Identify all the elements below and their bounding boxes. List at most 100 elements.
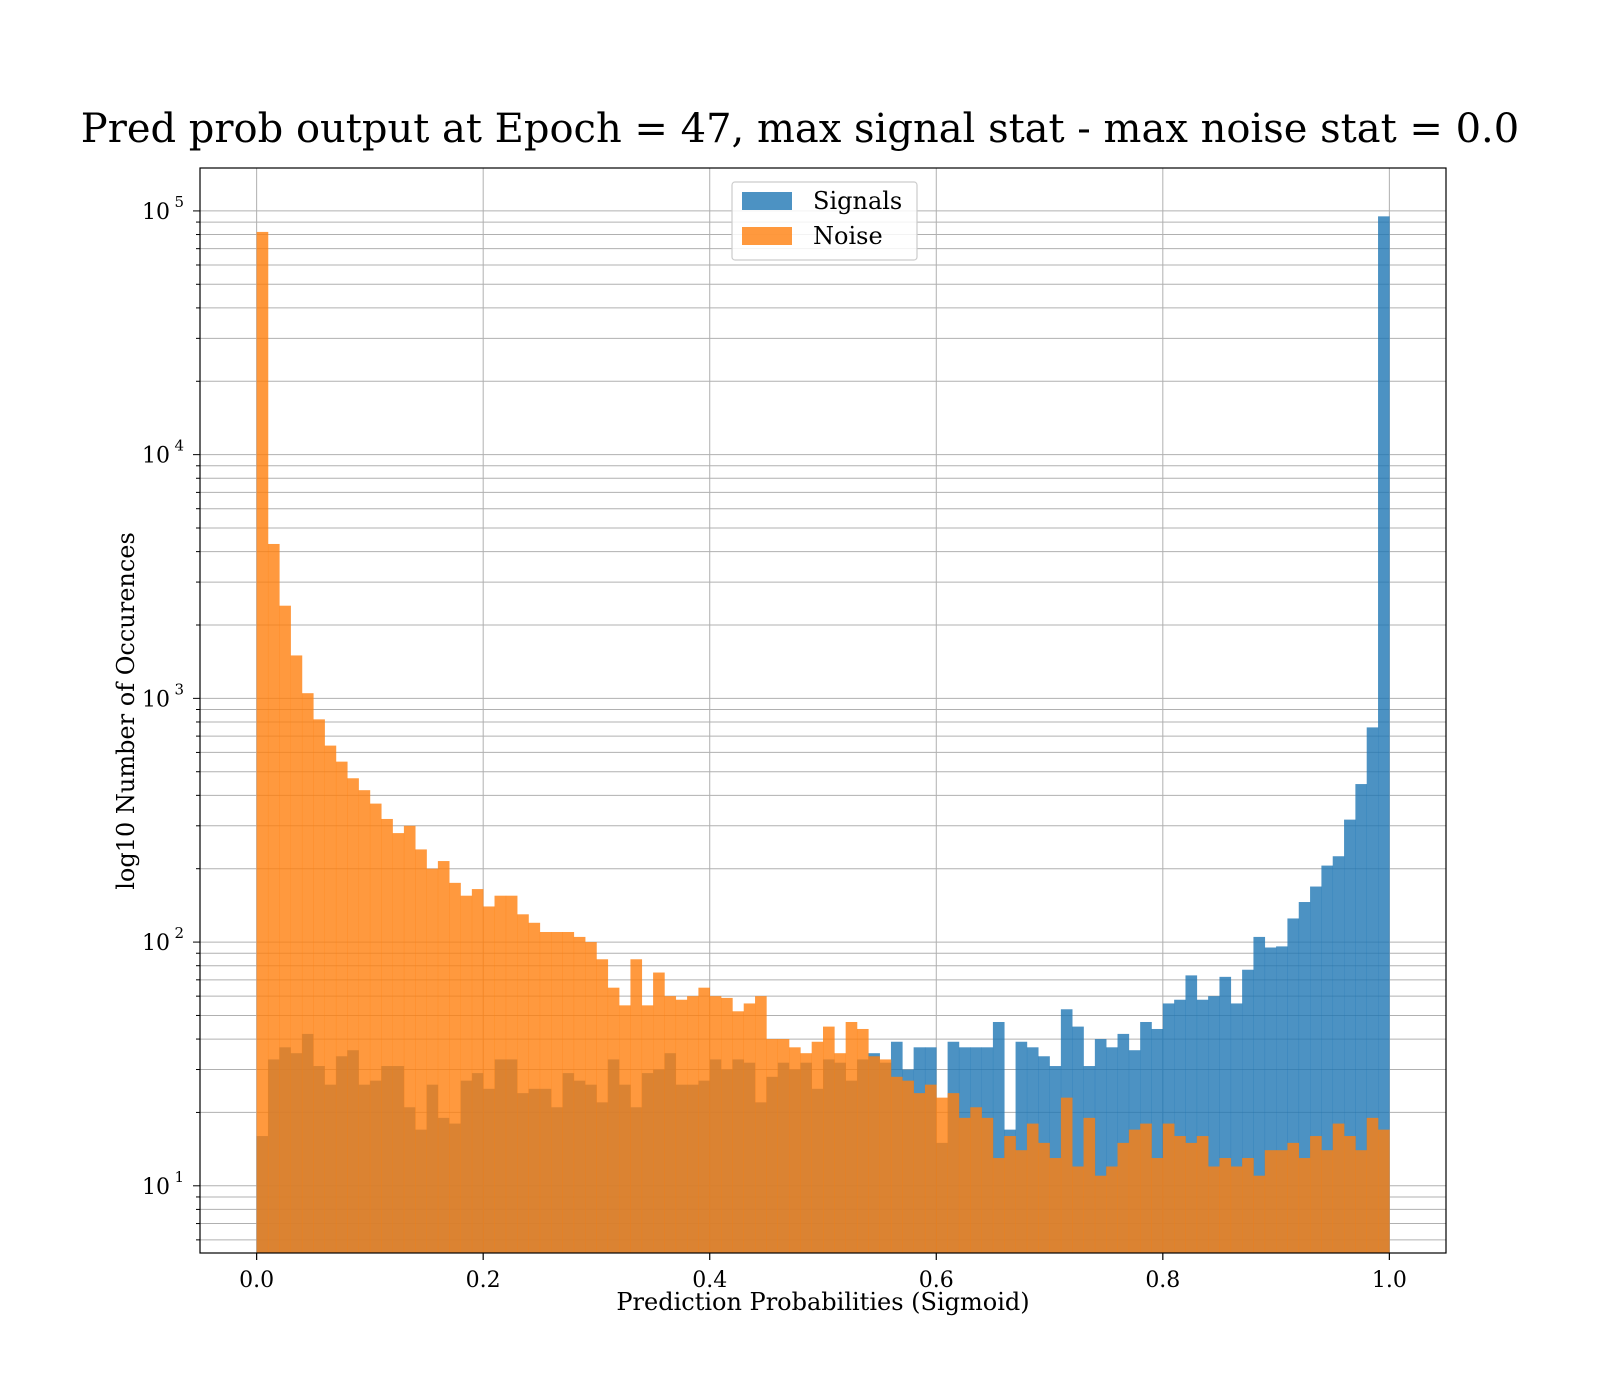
noise-bar xyxy=(777,1039,790,1253)
signal-bar xyxy=(1366,727,1379,1253)
noise-bar xyxy=(1196,1136,1209,1253)
y-tick-label: 10 xyxy=(142,1175,170,1200)
noise-bar xyxy=(1355,1150,1368,1253)
noise-bar xyxy=(1151,1158,1164,1253)
noise-bar xyxy=(369,803,382,1253)
x-tick-label: 1.0 xyxy=(1372,1268,1407,1293)
noise-bar xyxy=(664,996,677,1253)
noise-bar xyxy=(517,914,529,1253)
noise-bar xyxy=(358,790,371,1253)
signal-bar xyxy=(1106,1047,1118,1253)
noise-bar xyxy=(958,1117,971,1253)
signal-bar xyxy=(1219,976,1232,1253)
noise-bar xyxy=(1298,1158,1311,1253)
noise-bar xyxy=(1276,1150,1288,1253)
x-tick-label: 0.0 xyxy=(239,1268,274,1293)
noise-bar xyxy=(902,1080,914,1253)
signal-bar xyxy=(1230,1003,1243,1253)
signal-bar xyxy=(1332,856,1345,1253)
signal-bar xyxy=(1378,216,1390,1254)
noise-bar xyxy=(698,987,711,1253)
noise-bar xyxy=(653,972,665,1253)
noise-bar xyxy=(1321,1150,1334,1253)
noise-bar xyxy=(1060,1097,1073,1253)
noise-bar xyxy=(981,1117,994,1253)
noise-bar xyxy=(494,895,507,1253)
signal-bar xyxy=(1321,865,1334,1253)
legend: Signals Noise xyxy=(731,181,918,261)
x-axis-label: Prediction Probabilities (Sigmoid) xyxy=(616,1288,1029,1316)
signal-bar xyxy=(1276,946,1288,1253)
noise-bar xyxy=(256,231,269,1253)
noise-bar xyxy=(415,849,427,1253)
noise-bar xyxy=(1219,1158,1232,1253)
noise-bar xyxy=(1366,1117,1379,1253)
noise-bar xyxy=(1038,1142,1050,1253)
noise-bar xyxy=(868,1056,880,1253)
noise-bar xyxy=(279,605,291,1253)
noise-bar xyxy=(471,889,484,1253)
signal-bar xyxy=(1253,936,1266,1253)
signal-bar xyxy=(1310,886,1322,1253)
noise-bar xyxy=(890,1076,903,1253)
noise-bar xyxy=(1230,1166,1243,1253)
legend-swatch-signals xyxy=(742,192,792,210)
noise-bar xyxy=(1208,1166,1220,1253)
noise-bar xyxy=(1174,1136,1186,1253)
noise-bar xyxy=(551,931,563,1253)
noise-bar xyxy=(992,1158,1005,1253)
noise-bar xyxy=(585,942,597,1253)
noise-bar xyxy=(437,861,450,1253)
noise-bar xyxy=(924,1084,937,1253)
noise-bar xyxy=(936,1097,948,1253)
noise-bar xyxy=(755,996,767,1253)
noise-bar xyxy=(505,895,518,1253)
legend-swatch-noise xyxy=(742,227,792,245)
noise-bar xyxy=(426,868,439,1253)
noise-bar xyxy=(1332,1123,1345,1253)
y-tick-exponent: 4 xyxy=(174,437,184,455)
noise-bar xyxy=(381,818,393,1253)
signal-bar xyxy=(1072,1026,1084,1253)
noise-bar xyxy=(630,959,643,1253)
noise-bar xyxy=(267,543,280,1253)
noise-bar xyxy=(1378,1129,1390,1253)
y-axis-label: log10 Number of Occurences xyxy=(112,532,140,890)
signal-bar xyxy=(1174,999,1186,1253)
noise-bar xyxy=(811,1041,824,1253)
signal-bar xyxy=(1151,1028,1164,1253)
noise-bar xyxy=(1242,1158,1254,1253)
noise-bar xyxy=(1344,1136,1356,1253)
noise-bar xyxy=(335,761,348,1253)
noise-bar xyxy=(539,931,552,1253)
x-axis-ticks: 0.0 0.2 0.4 0.6 0.8 1.0 xyxy=(239,1253,1407,1293)
noise-bar xyxy=(1140,1123,1152,1253)
noise-bar xyxy=(641,1005,654,1253)
noise-bar xyxy=(1253,1175,1266,1253)
noise-bar xyxy=(562,931,575,1253)
signal-bar xyxy=(1185,975,1198,1253)
noise-bar xyxy=(789,1047,801,1253)
noise-bars xyxy=(256,231,1390,1253)
noise-bar xyxy=(1049,1158,1062,1253)
y-tick-label: 10 xyxy=(142,444,170,469)
x-tick-label: 0.6 xyxy=(919,1268,954,1293)
noise-bar xyxy=(970,1107,982,1253)
noise-bar xyxy=(483,906,495,1253)
noise-bar xyxy=(1026,1123,1039,1253)
noise-bar xyxy=(947,1093,960,1253)
x-tick-label: 0.2 xyxy=(466,1268,501,1293)
signal-bar xyxy=(1355,784,1368,1253)
noise-bar xyxy=(1015,1150,1028,1253)
signal-bar xyxy=(1242,969,1254,1253)
signal-bar xyxy=(1094,1039,1107,1253)
noise-bar xyxy=(1083,1117,1096,1253)
x-tick-label: 0.4 xyxy=(692,1268,727,1293)
noise-bar xyxy=(856,1028,869,1253)
noise-bar xyxy=(1094,1175,1107,1253)
signal-bar xyxy=(1196,999,1209,1253)
noise-bar xyxy=(834,1053,846,1253)
noise-bar xyxy=(403,825,416,1253)
